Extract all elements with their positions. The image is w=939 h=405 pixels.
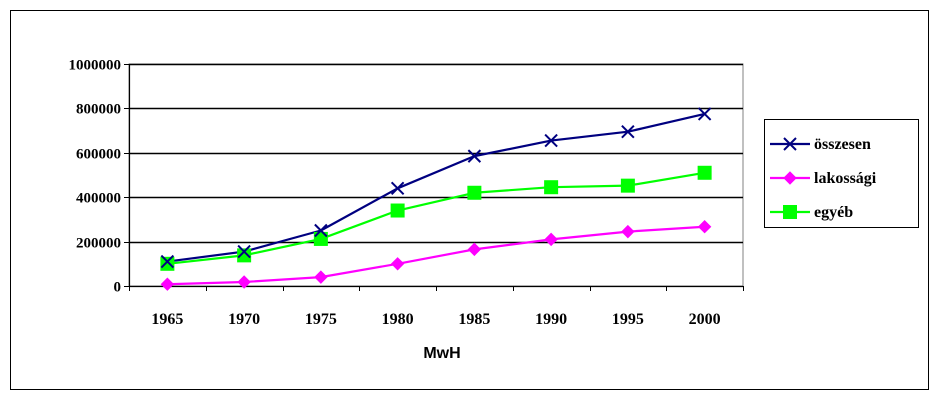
data-point-square [544, 180, 559, 195]
data-point-x-mark [697, 107, 712, 121]
legend-entries: összesen lakossági egyéb [770, 136, 877, 221]
y-tick-label: 400000 [76, 191, 121, 207]
x-tick-label: 1985 [458, 311, 490, 328]
y-tick-label: 600000 [76, 147, 121, 163]
data-point-diamond [314, 270, 328, 284]
x-tick-label: 1975 [305, 311, 337, 328]
data-point-diamond [390, 257, 405, 271]
x-tick-label: 1980 [382, 311, 414, 328]
series-line-x-mark [167, 112, 705, 263]
data-point-diamond [544, 232, 558, 247]
legend-label: egyéb [814, 204, 853, 221]
data-point-diamond [160, 277, 175, 291]
data-point-square [390, 203, 405, 218]
axes: 0 200000 400000 600000 800000 1000000 1965 1970… [69, 58, 744, 328]
data-point-diamond [697, 220, 712, 234]
data-point-square [313, 231, 328, 246]
y-tick-label: 200000 [76, 236, 121, 252]
legend-label: lakossági [814, 170, 877, 187]
data-point-x-mark [390, 181, 405, 196]
data-point-x-mark [467, 149, 482, 163]
data-point-square [160, 256, 175, 271]
data-point-x-mark [314, 223, 328, 238]
legend-marker-square [783, 205, 797, 219]
data-point-x-mark [544, 133, 558, 148]
plot-area [128, 63, 744, 287]
x-tick-label: 1995 [612, 311, 644, 328]
x-axis-title: MwH [423, 345, 460, 362]
x-tick-label: 1990 [535, 311, 567, 328]
series-line-diamond [167, 225, 705, 286]
legend-label: összesen [814, 136, 871, 153]
y-tick-label: 0 [114, 280, 122, 296]
legend-marker-diamond [783, 171, 797, 185]
data-point-x-mark [621, 125, 635, 139]
y-tick-label: 800000 [76, 102, 121, 118]
series-lines [167, 112, 705, 286]
x-tick-label: 2000 [689, 311, 721, 328]
grid-lines [129, 63, 743, 244]
data-point-square [620, 178, 635, 193]
y-tick-label: 1000000 [69, 58, 122, 74]
series-markers [160, 107, 712, 291]
data-point-diamond [621, 224, 635, 239]
legend: összesen lakossági egyéb [764, 119, 919, 228]
x-tick-label: 1970 [228, 311, 260, 328]
data-point-square [467, 185, 482, 200]
data-point-square [697, 165, 712, 180]
legend-marker-x-mark [783, 137, 797, 151]
data-point-diamond [467, 242, 482, 257]
data-point-square [237, 248, 252, 263]
data-point-x-mark [160, 254, 175, 269]
data-point-x-mark [237, 244, 251, 259]
x-tick-label: 1965 [151, 311, 183, 328]
data-point-diamond [237, 275, 251, 289]
series-line-square [167, 171, 705, 265]
